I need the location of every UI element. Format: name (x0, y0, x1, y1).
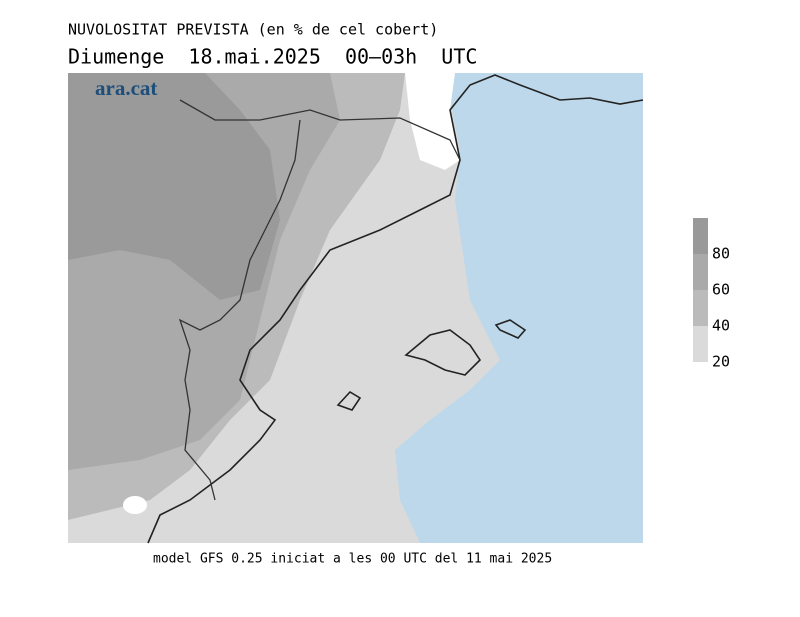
border (178, 119, 301, 501)
logo: ara.cat (95, 76, 157, 100)
legend-label: 60 (712, 281, 730, 299)
title: NUVOLOSITAT PREVISTA (en % de cel cobert… (68, 21, 438, 39)
island (494, 319, 527, 339)
island (404, 329, 482, 376)
clear-sky (123, 496, 147, 514)
legend-label: 40 (712, 317, 730, 335)
clear-sky (405, 73, 460, 170)
sea (395, 73, 643, 543)
legend-swatch (693, 290, 708, 326)
legend-label: 80 (712, 245, 730, 263)
legend-swatch (693, 218, 708, 254)
island (336, 390, 362, 411)
coastline (147, 74, 644, 544)
legend-swatch (693, 326, 708, 362)
footer: model GFS 0.25 iniciat a les 00 UTC del … (153, 552, 552, 567)
cloud-80 (68, 73, 280, 300)
subtitle: Diumenge 18.mai.2025 00–03h UTC (68, 45, 477, 69)
legend: 80 60 40 20 (693, 218, 730, 371)
legend-label: 20 (712, 353, 730, 371)
map: ara.cat (68, 73, 644, 544)
legend-swatch (693, 254, 708, 290)
border (179, 99, 461, 161)
